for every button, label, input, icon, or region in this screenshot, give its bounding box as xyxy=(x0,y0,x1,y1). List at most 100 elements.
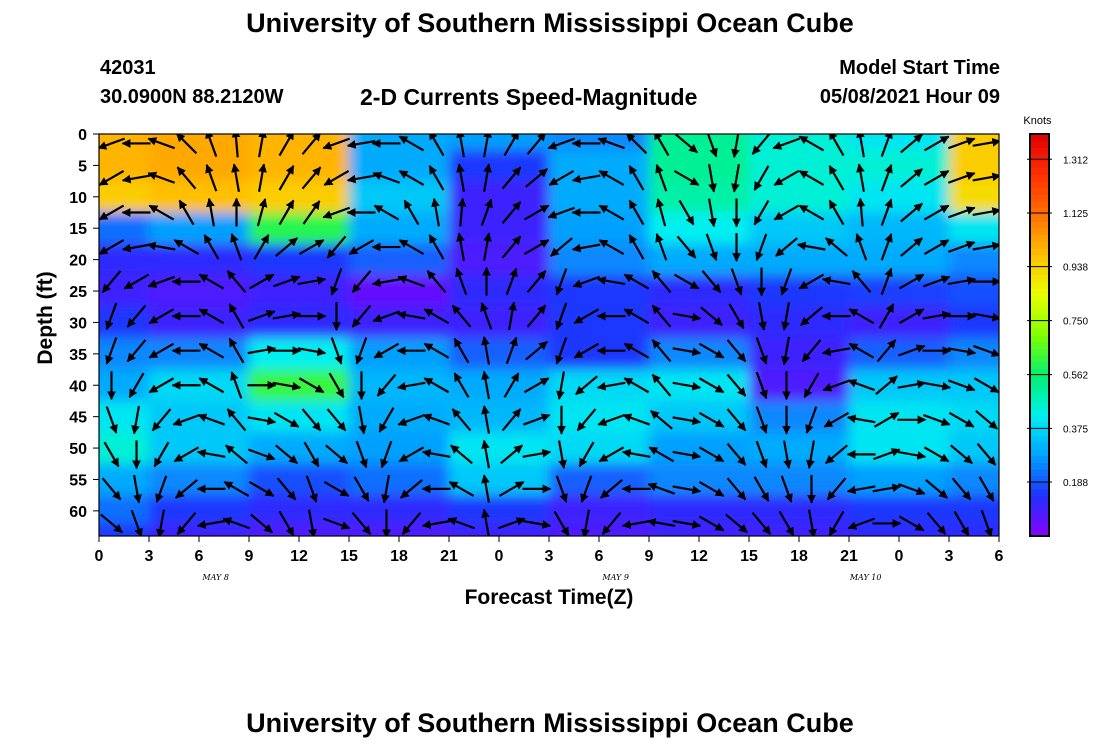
current-vector xyxy=(226,408,247,432)
current-vector xyxy=(156,509,166,536)
current-vector xyxy=(121,174,151,184)
current-vector xyxy=(247,309,276,322)
current-vector xyxy=(675,134,698,154)
current-vector xyxy=(947,137,976,150)
heatmap-cell xyxy=(849,212,950,245)
current-vector xyxy=(555,337,568,365)
current-vector xyxy=(428,165,445,191)
current-vector xyxy=(973,377,999,394)
current-vector xyxy=(807,509,817,536)
colorbar-tick-label: 1.125 xyxy=(1063,209,1088,220)
heatmap-cell xyxy=(949,495,999,524)
current-vector xyxy=(105,337,118,365)
current-vector xyxy=(880,134,893,157)
current-vector xyxy=(325,444,348,465)
current-vector xyxy=(348,239,375,256)
current-vector xyxy=(875,375,898,396)
current-vector xyxy=(780,268,793,296)
colorbar-tick-label: 0.562 xyxy=(1063,371,1088,382)
current-vector xyxy=(947,171,976,184)
current-vector xyxy=(455,267,468,296)
current-vector xyxy=(481,405,491,434)
current-vector xyxy=(781,302,791,331)
current-vector xyxy=(403,199,420,226)
current-vector xyxy=(821,276,851,286)
current-vector xyxy=(498,480,525,497)
colorbar-band xyxy=(1030,428,1049,437)
colorbar-band xyxy=(1030,187,1049,195)
current-vector xyxy=(396,381,426,391)
y-tick-label: 45 xyxy=(69,410,87,427)
model-start-label: Model Start Time xyxy=(839,57,1000,79)
current-vector xyxy=(923,204,950,221)
current-vector xyxy=(673,273,700,290)
current-vector xyxy=(755,406,768,434)
current-vector xyxy=(628,199,645,226)
current-vector xyxy=(755,337,768,365)
heatmap-cell xyxy=(349,369,450,402)
current-vector xyxy=(423,308,450,325)
current-vector xyxy=(423,377,450,394)
colorbar-band xyxy=(1030,395,1049,403)
y-tick-label: 0 xyxy=(78,127,87,144)
current-vector xyxy=(922,381,952,391)
current-vector xyxy=(301,408,322,432)
heatmap-cell xyxy=(749,523,850,536)
heatmap-cell xyxy=(449,432,550,465)
current-vector xyxy=(507,301,517,331)
colorbar-band xyxy=(1030,402,1049,410)
current-vector xyxy=(780,475,793,503)
current-vector xyxy=(698,377,725,394)
colorbar-band xyxy=(1030,160,1049,169)
current-vector xyxy=(480,198,493,227)
current-vector xyxy=(481,508,490,536)
current-vector xyxy=(925,479,948,499)
current-vector xyxy=(923,170,950,186)
current-vector xyxy=(196,519,226,529)
current-vector xyxy=(173,239,200,256)
current-vector xyxy=(247,416,277,426)
current-vector xyxy=(453,372,470,398)
current-vector xyxy=(99,204,125,221)
x-tick-label: 3 xyxy=(545,548,554,565)
current-vector xyxy=(726,339,747,363)
main-title: University of Southern Mississippi Ocean… xyxy=(246,8,854,38)
current-vector xyxy=(322,206,351,219)
current-vector xyxy=(278,165,295,191)
date-label: MAY 8 xyxy=(201,573,229,582)
current-vector xyxy=(575,375,598,396)
current-vector xyxy=(851,270,872,294)
colorbar-band xyxy=(1030,381,1049,390)
current-vector xyxy=(547,206,576,219)
current-vector xyxy=(646,518,676,527)
colorbar-band xyxy=(1030,254,1049,262)
current-vector xyxy=(148,204,175,221)
current-vector xyxy=(898,308,925,325)
current-vector xyxy=(753,165,770,191)
current-vector xyxy=(628,165,645,191)
current-vector xyxy=(900,168,923,188)
current-vector xyxy=(105,406,118,434)
colorbar-band xyxy=(1030,469,1049,477)
current-vector xyxy=(972,312,999,322)
colorbar-band xyxy=(1030,448,1049,457)
footer-title: University of Southern Mississippi Ocean… xyxy=(246,708,854,738)
current-vector xyxy=(897,483,926,496)
current-vector xyxy=(453,337,470,364)
current-vector xyxy=(372,171,401,184)
current-vector xyxy=(751,134,771,155)
current-vector xyxy=(825,237,848,257)
x-tick-label: 9 xyxy=(245,548,254,565)
current-vector xyxy=(922,275,951,288)
x-tick-label: 15 xyxy=(740,548,758,565)
current-vector xyxy=(401,512,422,535)
colorbar-band xyxy=(1030,174,1049,182)
colorbar-band xyxy=(1030,495,1049,504)
current-vector xyxy=(829,134,845,157)
colorbar-band xyxy=(1030,134,1049,142)
x-tick-label: 0 xyxy=(95,548,104,565)
current-vector xyxy=(501,201,522,224)
heatmap-cell xyxy=(849,400,950,433)
current-vector xyxy=(298,377,325,394)
current-vector xyxy=(132,474,142,504)
